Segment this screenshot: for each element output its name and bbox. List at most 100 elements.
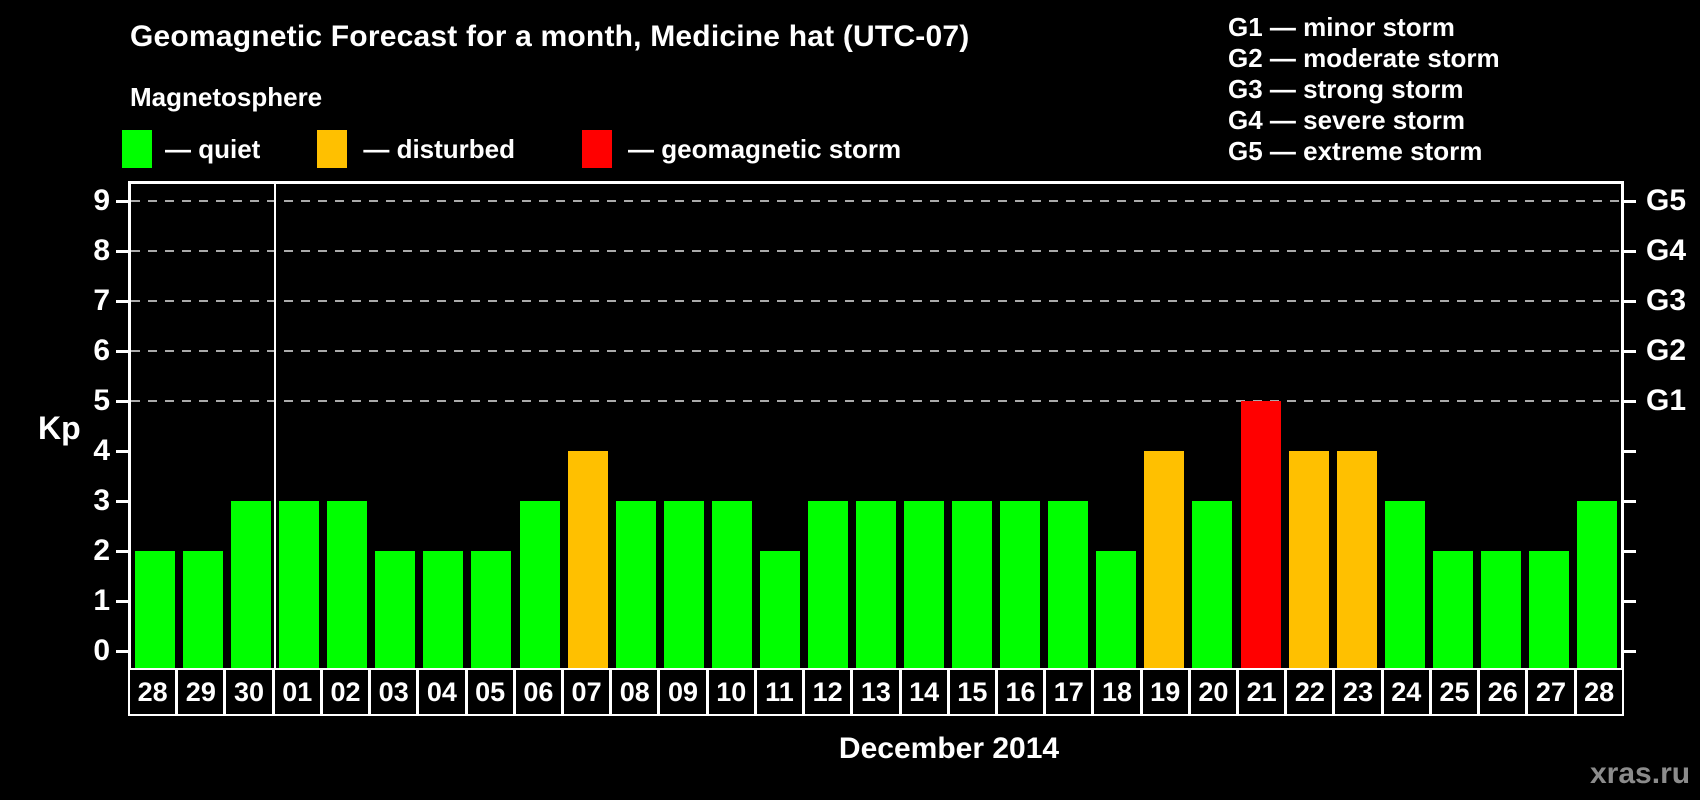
g-axis-tick: [1624, 600, 1636, 603]
kp-bar: [1480, 551, 1521, 668]
kp-bar: [1000, 501, 1041, 668]
kp-bar: [1192, 501, 1233, 668]
kp-bar: [615, 501, 656, 668]
day-label-cell: 29: [175, 670, 223, 714]
gridline: [131, 300, 1621, 302]
day-label-cell: 12: [802, 670, 850, 714]
kp-bar: [183, 551, 224, 668]
g-axis-label: G3: [1646, 284, 1687, 317]
g-axis-tick: [1624, 350, 1636, 353]
day-label-cell: 21: [1236, 670, 1284, 714]
kp-bar: [1336, 451, 1377, 668]
kp-bar: [1240, 401, 1281, 668]
status-legend: — quiet — disturbed — geomagnetic storm: [122, 130, 901, 168]
y-axis-tick-label: 6: [93, 334, 110, 367]
magnetosphere-label: Magnetosphere: [130, 82, 323, 112]
g-axis-tick: [1624, 300, 1636, 303]
g-scale-legend: G1 — minor storm G2 — moderate storm G3 …: [1228, 12, 1500, 167]
g-axis-tick: [1624, 250, 1636, 253]
y-axis-tick-label: 2: [93, 534, 110, 567]
day-label-cell: 25: [1428, 670, 1477, 714]
kp-bar: [1048, 501, 1089, 668]
g-axis-label: G1: [1646, 384, 1687, 417]
kp-bar: [807, 501, 848, 668]
day-label-cell: 03: [368, 670, 416, 714]
g-axis-tick: [1624, 650, 1636, 653]
day-label-cell: 02: [319, 670, 368, 714]
day-label-cell: 19: [1139, 670, 1188, 714]
kp-bar: [1288, 451, 1329, 668]
day-label-cell: 10: [705, 670, 754, 714]
day-label-cell: 08: [609, 670, 657, 714]
kp-bar: [567, 451, 608, 668]
y-axis-tick: [116, 200, 128, 203]
g-axis-label: G2: [1646, 334, 1687, 367]
quiet-color-swatch: [122, 130, 152, 168]
g-scale-line: G1 — minor storm: [1228, 12, 1455, 42]
y-axis-tick: [116, 500, 128, 503]
plot-area: [131, 184, 1621, 668]
y-axis-tick: [116, 250, 128, 253]
day-label-cell: 06: [512, 670, 561, 714]
y-axis-tick-label: 9: [93, 184, 110, 217]
day-label-cell: 01: [271, 670, 320, 714]
kp-bar: [856, 501, 896, 668]
day-label-cell: 07: [560, 670, 609, 714]
gridline: [131, 400, 1621, 402]
g-axis-label: G4: [1646, 234, 1687, 267]
legend-item-quiet: — quiet: [122, 130, 260, 168]
day-label-cell: 13: [850, 670, 898, 714]
day-label-cell: 24: [1380, 670, 1429, 714]
day-label-cell: 23: [1332, 670, 1380, 714]
g-scale-line: G4 — severe storm: [1228, 105, 1466, 135]
y-axis-tick-label: 8: [93, 234, 110, 267]
day-axis: 28 29 30 01 02 03 04 05 06 07 08 09 10 11 12 13 14 15 16 17…: [128, 668, 1624, 716]
g-axis-label: G5: [1646, 184, 1687, 217]
kp-bar: [904, 501, 945, 668]
day-label-cell: 20: [1187, 670, 1236, 714]
y-axis-tick: [116, 350, 128, 353]
kp-bar: [519, 501, 560, 668]
legend-item-storm: — geomagnetic storm: [515, 130, 901, 168]
g-axis-tick: [1624, 450, 1636, 453]
gridline: [131, 250, 1621, 252]
kp-bar: [1528, 551, 1569, 668]
day-label-cell: 09: [657, 670, 705, 714]
kp-bar: [375, 551, 416, 668]
storm-color-swatch: [582, 130, 613, 168]
g-axis-tick: [1624, 200, 1636, 203]
kp-bar: [1096, 551, 1137, 668]
kp-bar: [952, 501, 993, 668]
day-label-cell: 11: [753, 670, 802, 714]
kp-bar: [423, 551, 464, 668]
y-axis-tick: [116, 650, 128, 653]
day-label-cell: 27: [1525, 670, 1573, 714]
y-axis-tick-label: 5: [93, 384, 110, 417]
day-label-cell: 28: [1573, 670, 1622, 714]
month-separator-line: [274, 184, 277, 668]
chart-title: Geomagnetic Forecast for a month, Medici…: [130, 20, 970, 53]
watermark: xras.ru: [1590, 757, 1691, 790]
kp-bar: [1432, 551, 1473, 668]
day-label-cell: 04: [416, 670, 464, 714]
y-axis-tick-label: 4: [93, 434, 110, 467]
right-spine: [1621, 181, 1624, 668]
g-axis-tick: [1624, 500, 1636, 503]
left-spine: [128, 181, 131, 668]
day-label-cell: 26: [1477, 670, 1525, 714]
legend-label-quiet: — quiet: [165, 133, 261, 164]
y-axis-tick: [116, 400, 128, 403]
legend-item-disturbed: — disturbed: [260, 130, 515, 168]
top-spine: [128, 181, 1624, 184]
y-axis-tick: [116, 300, 128, 303]
y-axis-tick-label: 3: [93, 484, 110, 517]
kp-bar: [231, 501, 272, 668]
day-label-cell: 18: [1091, 670, 1139, 714]
kp-bar: [759, 551, 800, 668]
month-label: December 2014: [838, 732, 1060, 765]
kp-bar: [1576, 501, 1617, 668]
kp-bar: [471, 551, 512, 668]
day-label-cell: 14: [898, 670, 947, 714]
day-label-cell: 16: [994, 670, 1043, 714]
